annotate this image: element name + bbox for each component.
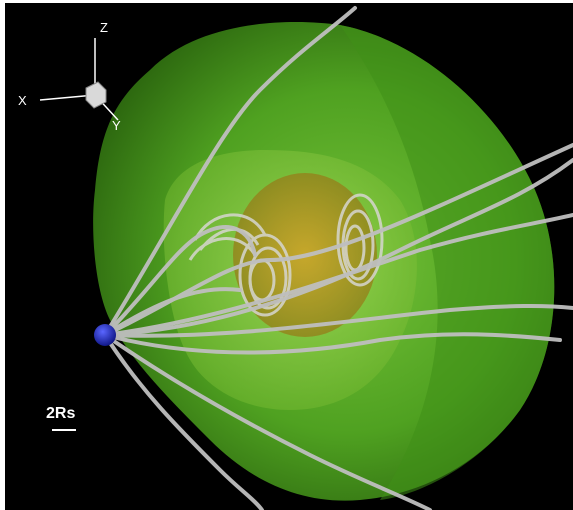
axis-label-y: Y [112,118,121,133]
sun-sphere [94,324,116,346]
axis-triad: Z X Y [18,20,121,133]
outer-shell-right-face [340,25,555,500]
axis-label-z: Z [100,20,108,35]
axis-label-x: X [18,93,27,108]
scale-bar: 2Rs [46,405,76,431]
scale-bar-label: 2Rs [46,405,75,422]
field-lines [103,6,573,510]
